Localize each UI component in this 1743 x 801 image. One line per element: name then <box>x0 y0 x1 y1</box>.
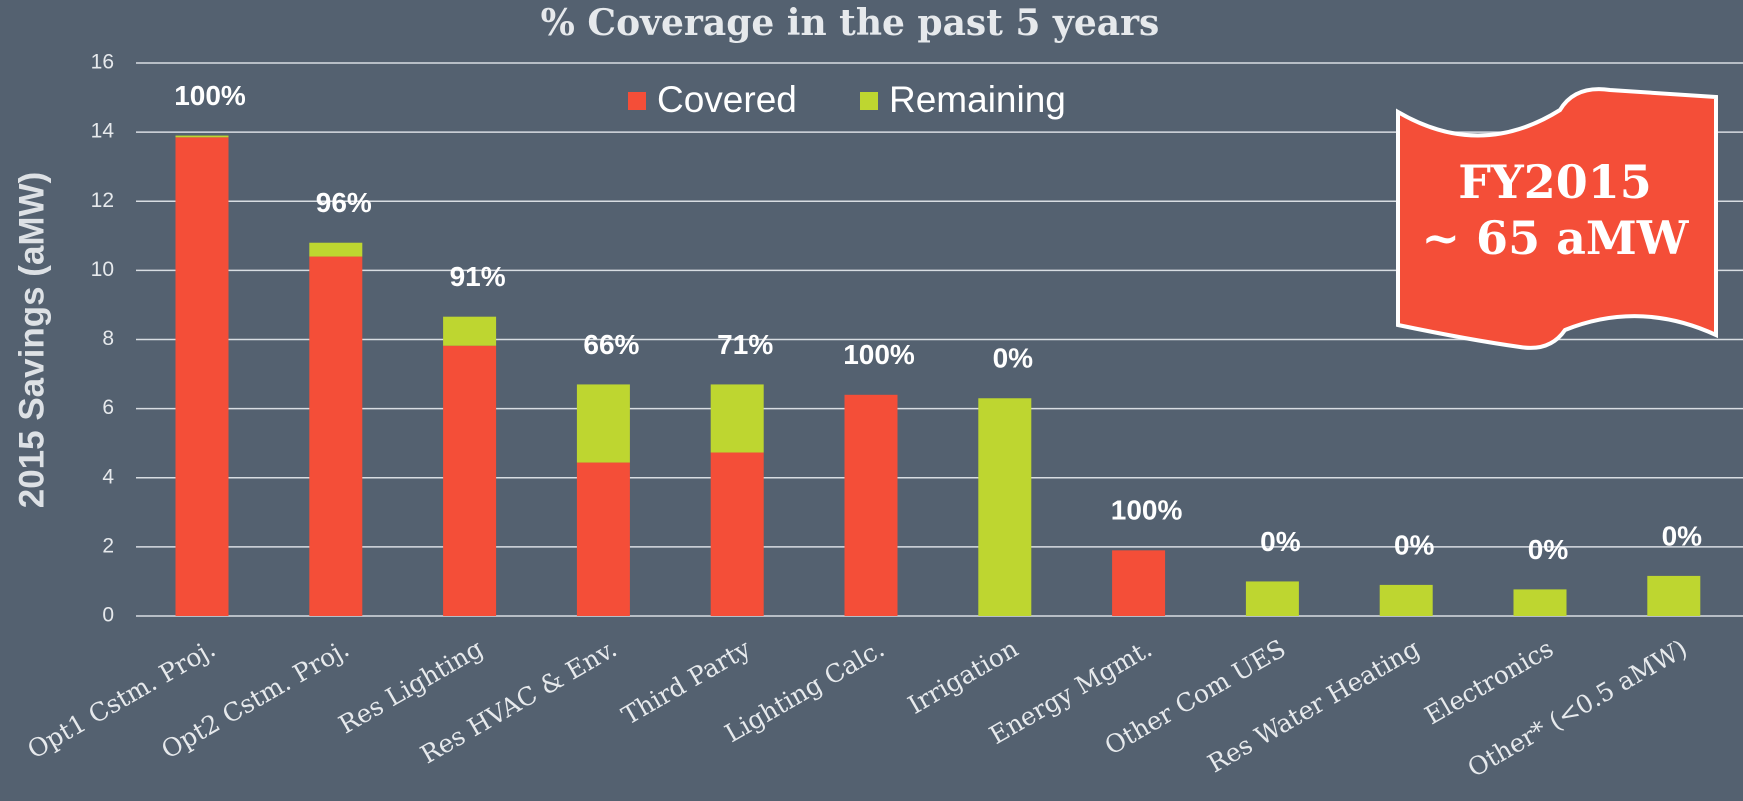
legend-swatch <box>860 92 878 110</box>
y-tick-label: 10 <box>91 258 114 281</box>
chart-title: % Coverage in the past 5 years <box>541 2 1160 44</box>
coverage-label: 0% <box>993 343 1034 374</box>
callout-text: ~ 65 aMW <box>1422 211 1690 265</box>
y-tick-label: 4 <box>102 465 114 488</box>
y-tick-label: 6 <box>102 396 114 419</box>
coverage-label: 100% <box>843 339 915 370</box>
callout-text: FY2015 <box>1458 155 1652 209</box>
bar-segment <box>309 243 362 257</box>
y-tick-label: 0 <box>102 604 114 627</box>
bar-segment <box>176 136 229 138</box>
bar-segment <box>176 137 229 616</box>
legend-label: Remaining <box>889 79 1066 120</box>
coverage-label: 71% <box>717 329 773 360</box>
bar-segment <box>845 395 898 616</box>
coverage-label: 66% <box>583 329 639 360</box>
bar-segment <box>443 317 496 346</box>
bar-segment <box>309 257 362 616</box>
bar-segment <box>711 453 764 616</box>
bar-segment <box>1514 589 1567 616</box>
bar-segment <box>1112 550 1165 616</box>
y-tick-label: 16 <box>91 51 114 74</box>
bar-segment <box>577 384 630 462</box>
coverage-label: 100% <box>1111 495 1183 526</box>
legend-label: Covered <box>657 79 797 120</box>
y-tick-label: 14 <box>91 120 115 143</box>
y-tick-label: 12 <box>91 189 114 212</box>
legend-swatch <box>628 92 646 110</box>
y-tick-label: 8 <box>102 327 114 350</box>
bar-segment <box>978 398 1031 616</box>
bar-segment <box>577 463 630 616</box>
coverage-label: 100% <box>174 80 246 111</box>
chart: % Coverage in the past 5 years 2015 Savi… <box>0 0 1743 801</box>
y-tick-label: 2 <box>102 534 114 557</box>
coverage-label: 0% <box>1662 520 1703 551</box>
coverage-label: 0% <box>1528 534 1569 565</box>
bar-segment <box>1380 585 1433 616</box>
bar-segment <box>711 384 764 452</box>
bar-segment <box>1246 581 1299 616</box>
y-axis-label: 2015 Savings (aMW) <box>12 172 51 509</box>
coverage-label: 96% <box>316 187 372 218</box>
coverage-label: 91% <box>450 261 506 292</box>
bar-segment <box>443 346 496 616</box>
bar-segment <box>1647 576 1700 616</box>
coverage-label: 0% <box>1260 526 1301 557</box>
coverage-label: 0% <box>1394 529 1435 560</box>
